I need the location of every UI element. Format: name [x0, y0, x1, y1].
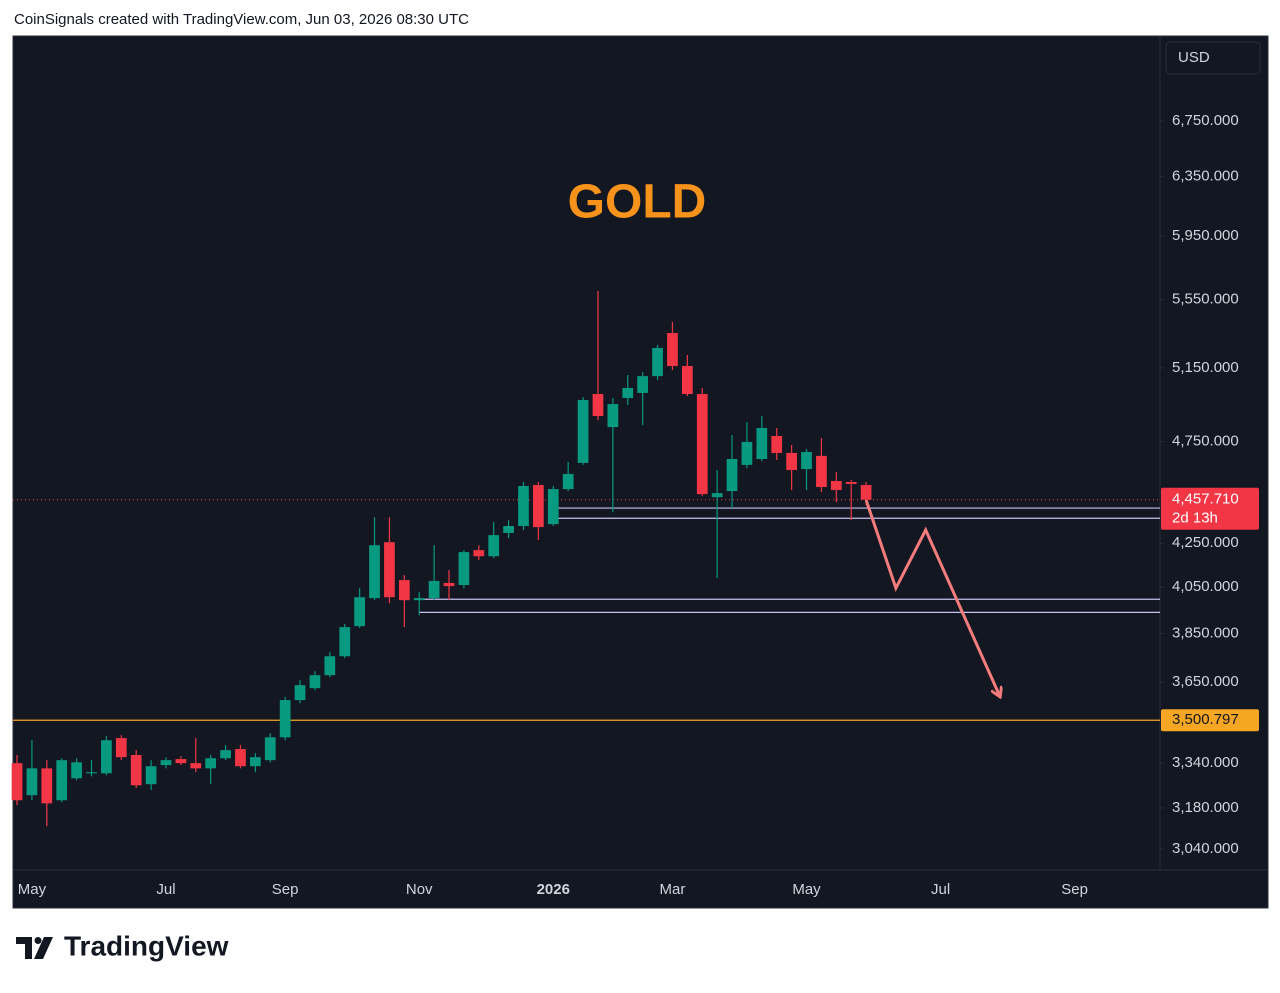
y-tick-label: 3,340.000	[1172, 754, 1239, 771]
candle-body	[533, 485, 544, 528]
candle-body	[756, 428, 768, 459]
chart-background	[12, 35, 1269, 909]
y-tick-label: 3,040.000	[1172, 840, 1239, 857]
candle-body	[562, 473, 574, 490]
candle-body	[681, 365, 693, 395]
x-tick-label: 2026	[537, 881, 570, 898]
x-tick-label: May	[792, 881, 821, 898]
candle-body	[667, 332, 678, 366]
candle-body	[622, 388, 634, 399]
candle-body	[11, 763, 23, 801]
y-tick-label: 6,350.000	[1172, 168, 1239, 185]
x-tick-label: Nov	[406, 881, 433, 898]
candle-body	[458, 552, 470, 585]
y-tick-label: 3,850.000	[1172, 624, 1239, 641]
brand-name: TradingView	[64, 930, 229, 961]
candle-body	[190, 763, 202, 769]
candle-body	[652, 347, 663, 377]
y-tick-label: 5,150.000	[1172, 359, 1239, 376]
y-tick-label: 4,050.000	[1172, 578, 1239, 595]
candle-body	[71, 762, 82, 779]
candle-body	[771, 435, 783, 453]
candle-body	[264, 737, 276, 761]
candle-body	[637, 376, 649, 393]
candle-body	[41, 768, 53, 804]
level-tag	[1161, 709, 1259, 732]
candle-body	[696, 394, 708, 495]
candle-body	[249, 757, 261, 767]
candle-body	[592, 394, 604, 416]
candle-body	[160, 760, 172, 766]
y-tick-label: 4,750.000	[1172, 433, 1239, 450]
candle-body	[205, 758, 217, 769]
candle-body	[339, 627, 351, 657]
candle-body	[547, 489, 559, 525]
candle-body	[369, 545, 380, 599]
candle-body	[726, 458, 738, 492]
candle-body	[413, 598, 425, 601]
candle-body	[398, 580, 410, 601]
countdown-label: 2d 13h	[1172, 510, 1218, 527]
candle-body	[860, 485, 872, 500]
y-tick-label: 5,550.000	[1172, 291, 1239, 308]
level-tag-label: 3,500.797	[1172, 711, 1239, 728]
y-tick-label: 5,950.000	[1172, 227, 1239, 244]
candle-body	[220, 750, 231, 759]
candle-body	[741, 441, 753, 465]
y-tick-label: 6,750.000	[1172, 112, 1239, 129]
chart-title: GOLD	[568, 176, 707, 229]
watermark: CoinSignals created with TradingView.com…	[14, 11, 469, 28]
candle-body	[488, 535, 500, 557]
candle-body	[309, 675, 321, 689]
last-price-tag	[1161, 487, 1259, 530]
candle-body	[384, 542, 395, 598]
candle-body	[845, 481, 857, 485]
x-tick-label: Sep	[1061, 881, 1088, 898]
x-tick-label: Jul	[156, 881, 175, 898]
candle-body	[518, 486, 529, 527]
candle-body	[816, 455, 827, 488]
y-tick-label: 3,180.000	[1172, 799, 1239, 816]
candle-body	[175, 759, 187, 764]
candle-body	[830, 480, 842, 491]
candle-body	[235, 749, 246, 767]
candle-body	[294, 685, 306, 701]
candle-body	[428, 580, 440, 599]
projection-arrow	[864, 499, 1000, 697]
candle-body	[577, 400, 589, 463]
plot: 6,750.000 6,350.000 5,950.000 5,550.000 5,15…	[11, 112, 1259, 898]
y-tick-label: 4,250.000	[1172, 534, 1239, 551]
candle-body	[473, 550, 485, 557]
brand-logo	[16, 937, 53, 959]
candle-body	[324, 656, 336, 676]
candle-body	[101, 740, 112, 774]
x-tick-label: Mar	[660, 881, 686, 898]
candle-body	[711, 493, 723, 498]
candle-body	[145, 766, 157, 785]
candle-body	[607, 404, 619, 428]
candle-body	[801, 451, 812, 470]
candle-body	[130, 754, 142, 786]
candle-body	[279, 700, 291, 738]
candle-body	[786, 452, 797, 471]
candle-body	[26, 768, 38, 796]
x-tick-label: Sep	[272, 881, 299, 898]
currency-button[interactable]	[1165, 41, 1261, 75]
candle-body	[354, 597, 365, 627]
last-price-label: 4,457.710	[1172, 491, 1239, 508]
candle-body	[503, 526, 514, 533]
y-tick-label: 3,650.000	[1172, 673, 1239, 690]
currency-label: USD	[1178, 49, 1210, 66]
candle-body	[443, 582, 455, 587]
candle-body	[86, 772, 97, 774]
x-tick-label: May	[18, 881, 47, 898]
candle-body	[56, 760, 68, 801]
x-tick-label: Jul	[931, 881, 950, 898]
candle-body	[115, 738, 127, 758]
